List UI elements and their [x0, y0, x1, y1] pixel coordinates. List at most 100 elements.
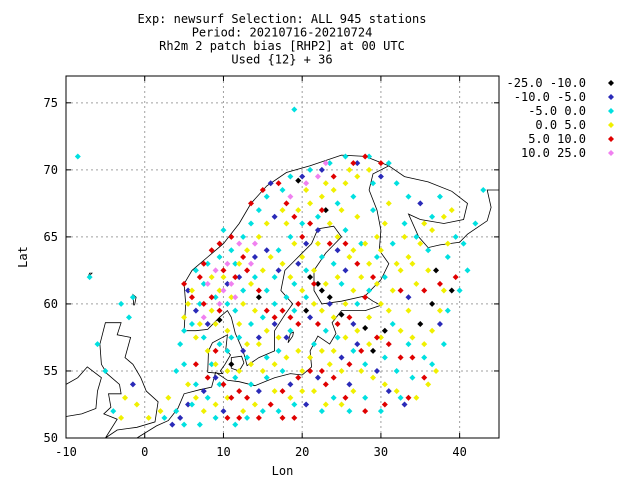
data-point [248, 321, 255, 328]
data-point [224, 300, 231, 307]
data-point [255, 414, 262, 421]
data-point [287, 314, 294, 321]
data-point [240, 287, 247, 294]
data-point [244, 354, 251, 361]
data-point [248, 361, 255, 368]
data-point [377, 334, 384, 341]
data-point [192, 381, 199, 388]
data-point [381, 327, 388, 334]
data-point [342, 300, 349, 307]
data-point [200, 388, 207, 395]
data-point [303, 294, 310, 301]
data-point [220, 274, 227, 281]
data-point [86, 274, 93, 281]
data-point [413, 280, 420, 287]
data-point [425, 267, 432, 274]
data-point [330, 374, 337, 381]
data-point [350, 160, 357, 167]
data-point [413, 394, 420, 401]
data-point [279, 186, 286, 193]
data-point [208, 361, 215, 368]
data-point [271, 274, 278, 281]
data-point [279, 388, 286, 395]
y-tick-label: 75 [44, 96, 58, 110]
data-point [220, 408, 227, 415]
data-point [212, 321, 219, 328]
data-point [354, 173, 361, 180]
y-tick-label: 70 [44, 163, 58, 177]
data-point [342, 334, 349, 341]
data-point [204, 347, 211, 354]
data-point [429, 227, 436, 234]
coastline [136, 295, 382, 439]
data-point [236, 388, 243, 395]
data-point [421, 354, 428, 361]
data-point [381, 274, 388, 281]
data-point [188, 321, 195, 328]
data-point [157, 408, 164, 415]
data-point [409, 374, 416, 381]
data-point [436, 307, 443, 314]
data-point [200, 280, 207, 287]
data-point [212, 414, 219, 421]
data-point [436, 321, 443, 328]
data-point [393, 367, 400, 374]
data-point [322, 180, 329, 187]
data-point [362, 325, 369, 332]
data-point [220, 287, 227, 294]
x-tick-label: -10 [55, 445, 77, 459]
data-point [295, 260, 302, 267]
data-point [263, 374, 270, 381]
data-point [397, 267, 404, 274]
y-tick-label: 65 [44, 230, 58, 244]
data-point [366, 153, 373, 160]
data-point [236, 321, 243, 328]
data-point [346, 361, 353, 368]
data-point [354, 300, 361, 307]
data-point [228, 233, 235, 240]
data-point [436, 193, 443, 200]
data-point [204, 374, 211, 381]
data-point [299, 233, 306, 240]
data-point [307, 166, 314, 173]
data-point [283, 200, 290, 207]
y-tick-label: 50 [44, 431, 58, 445]
data-point [228, 361, 235, 368]
data-point [409, 354, 416, 361]
data-point [334, 334, 341, 341]
legend-label: -5.0 0.0 [528, 104, 586, 118]
data-point [440, 213, 447, 220]
data-point [330, 347, 337, 354]
data-point [310, 300, 317, 307]
data-point [314, 280, 321, 287]
data-point [240, 347, 247, 354]
data-point [310, 388, 317, 395]
data-point [224, 260, 231, 267]
data-point [196, 421, 203, 428]
data-point [295, 321, 302, 328]
data-point [318, 347, 325, 354]
data-point [448, 287, 455, 294]
data-point [248, 260, 255, 267]
data-point [255, 287, 262, 294]
data-point [212, 294, 219, 301]
data-point [275, 347, 282, 354]
data-point [196, 321, 203, 328]
data-point [287, 327, 294, 334]
data-point [307, 314, 314, 321]
data-point [338, 280, 345, 287]
data-point [220, 227, 227, 234]
data-point [181, 314, 188, 321]
series-3 [74, 106, 487, 428]
data-point [236, 414, 243, 421]
data-point [271, 361, 278, 368]
data-point [480, 186, 487, 193]
data-point [192, 307, 199, 314]
data-point [322, 327, 329, 334]
plot-frame [65, 75, 500, 439]
data-point [362, 153, 369, 160]
data-point [366, 314, 373, 321]
data-point [354, 341, 361, 348]
legend-marker [608, 150, 614, 156]
coastline [287, 331, 295, 344]
